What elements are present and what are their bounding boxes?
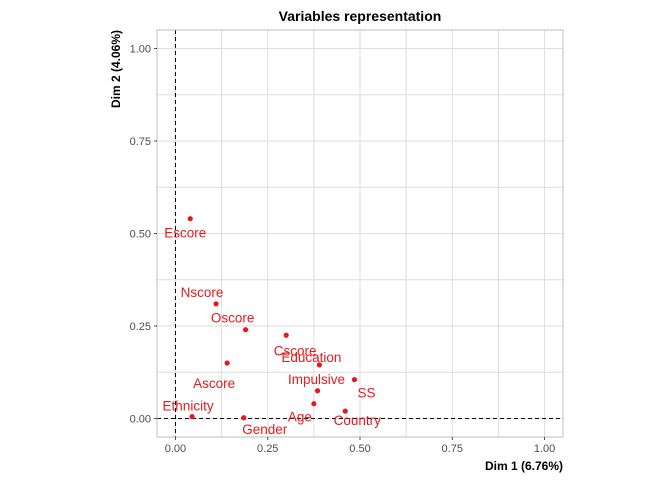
reference-lines [157, 30, 563, 437]
data-point [311, 401, 317, 407]
data-point [351, 377, 358, 383]
data-point [283, 332, 289, 338]
x-axis-title: Dim 1 (6.76%) [485, 459, 563, 473]
x-tick-label: 1.00 [534, 443, 555, 455]
y-tick-label: 0.50 [130, 229, 151, 241]
data-points [187, 216, 358, 421]
data-point [314, 388, 321, 394]
chart-title: Variables representation [279, 8, 442, 24]
data-point [241, 415, 247, 421]
point-label: Oscore [211, 311, 255, 326]
y-tick-label: 0.75 [130, 136, 151, 148]
point-label: Education [281, 350, 341, 365]
point-label: Escore [164, 226, 206, 241]
point-label: Gender [242, 422, 288, 437]
data-point [187, 216, 193, 222]
x-tick-label: 0.00 [165, 443, 186, 455]
data-point [242, 327, 249, 333]
y-axis-title: Dim 2 (4.06%) [109, 30, 123, 108]
data-point [224, 360, 230, 366]
point-label: Nscore [181, 285, 224, 300]
data-point [189, 414, 195, 420]
x-tick-label: 0.25 [257, 443, 278, 455]
data-point [342, 408, 348, 414]
point-label: Cscore [274, 343, 317, 358]
grid [157, 30, 563, 437]
y-tick-label: 1.00 [130, 44, 151, 56]
point-label: Age [288, 410, 312, 425]
point-label: Country [334, 413, 382, 428]
data-point [213, 301, 219, 307]
point-label: Impulsive [288, 372, 345, 387]
y-tick-label: 0.25 [130, 321, 151, 333]
y-tick-label: 0.00 [130, 414, 151, 426]
point-label: SS [357, 386, 375, 401]
point-label: Ethnicity [163, 399, 214, 414]
x-tick-label: 0.75 [442, 443, 463, 455]
point-label: Ascore [193, 376, 235, 391]
axis-ticks: 0.00 0.25 0.50 0.75 1.00 0.00 0.25 0.50 0.75 1.00 [130, 44, 556, 456]
data-point [316, 362, 322, 368]
x-tick-label: 0.50 [349, 443, 370, 455]
